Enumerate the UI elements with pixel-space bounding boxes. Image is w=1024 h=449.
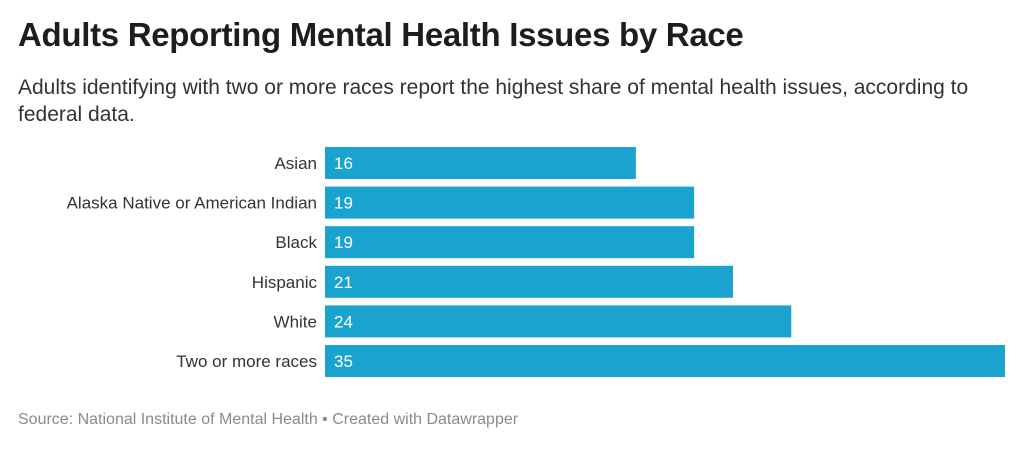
category-label: Alaska Native or American Indian xyxy=(67,194,317,213)
chart-title: Adults Reporting Mental Health Issues by… xyxy=(18,16,744,53)
bar xyxy=(325,345,1005,377)
bar xyxy=(325,305,792,338)
category-label: Two or more races xyxy=(176,352,317,371)
chart-subtitle: Adults identifying with two or more race… xyxy=(18,76,969,126)
category-label: Black xyxy=(275,233,317,252)
data-label: 35 xyxy=(334,352,353,371)
bar xyxy=(325,147,636,179)
data-label: 24 xyxy=(334,312,353,331)
bar xyxy=(325,265,733,298)
bar xyxy=(325,186,695,219)
source-note: Source: National Institute of Mental Hea… xyxy=(18,411,519,428)
data-label: 19 xyxy=(334,194,353,213)
category-label: Hispanic xyxy=(252,273,318,292)
category-label: Asian xyxy=(274,154,317,173)
category-label: White xyxy=(274,312,317,331)
bar xyxy=(325,226,695,259)
data-label: 16 xyxy=(334,154,353,173)
data-label: 21 xyxy=(334,273,353,292)
data-label: 19 xyxy=(334,233,353,252)
